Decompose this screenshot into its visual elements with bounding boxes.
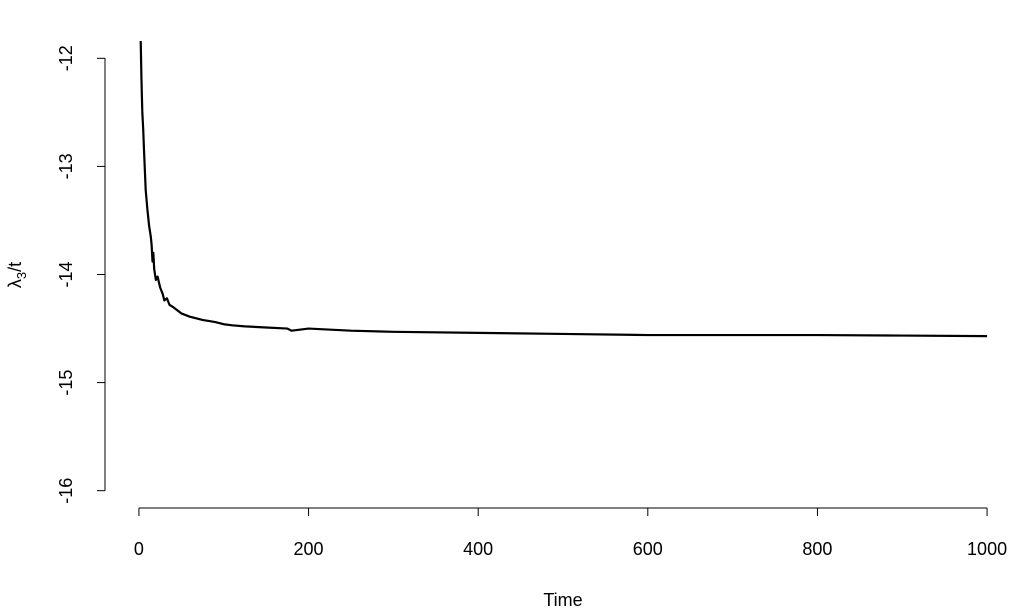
- x-tick-label: 1000: [967, 539, 1007, 559]
- x-tick-label: 800: [802, 539, 832, 559]
- y-label-subscript: 3: [14, 272, 29, 279]
- y-tick-label: -13: [56, 153, 76, 179]
- y-label-rest: /t: [5, 262, 25, 272]
- y-tick-label: -12: [56, 45, 76, 71]
- y-tick-label: -15: [56, 370, 76, 396]
- x-tick-label: 200: [294, 539, 324, 559]
- y-label-symbol: λ: [5, 279, 25, 288]
- y-tick-label: -14: [56, 261, 76, 287]
- x-tick-label: 600: [633, 539, 663, 559]
- y-axis-label: λ3/t: [5, 262, 29, 288]
- y-tick-label: -16: [56, 478, 76, 504]
- x-tick-label: 400: [463, 539, 493, 559]
- x-axis-label: Time: [543, 590, 582, 610]
- data-line: [139, 41, 988, 338]
- x-tick-label: 0: [134, 539, 144, 559]
